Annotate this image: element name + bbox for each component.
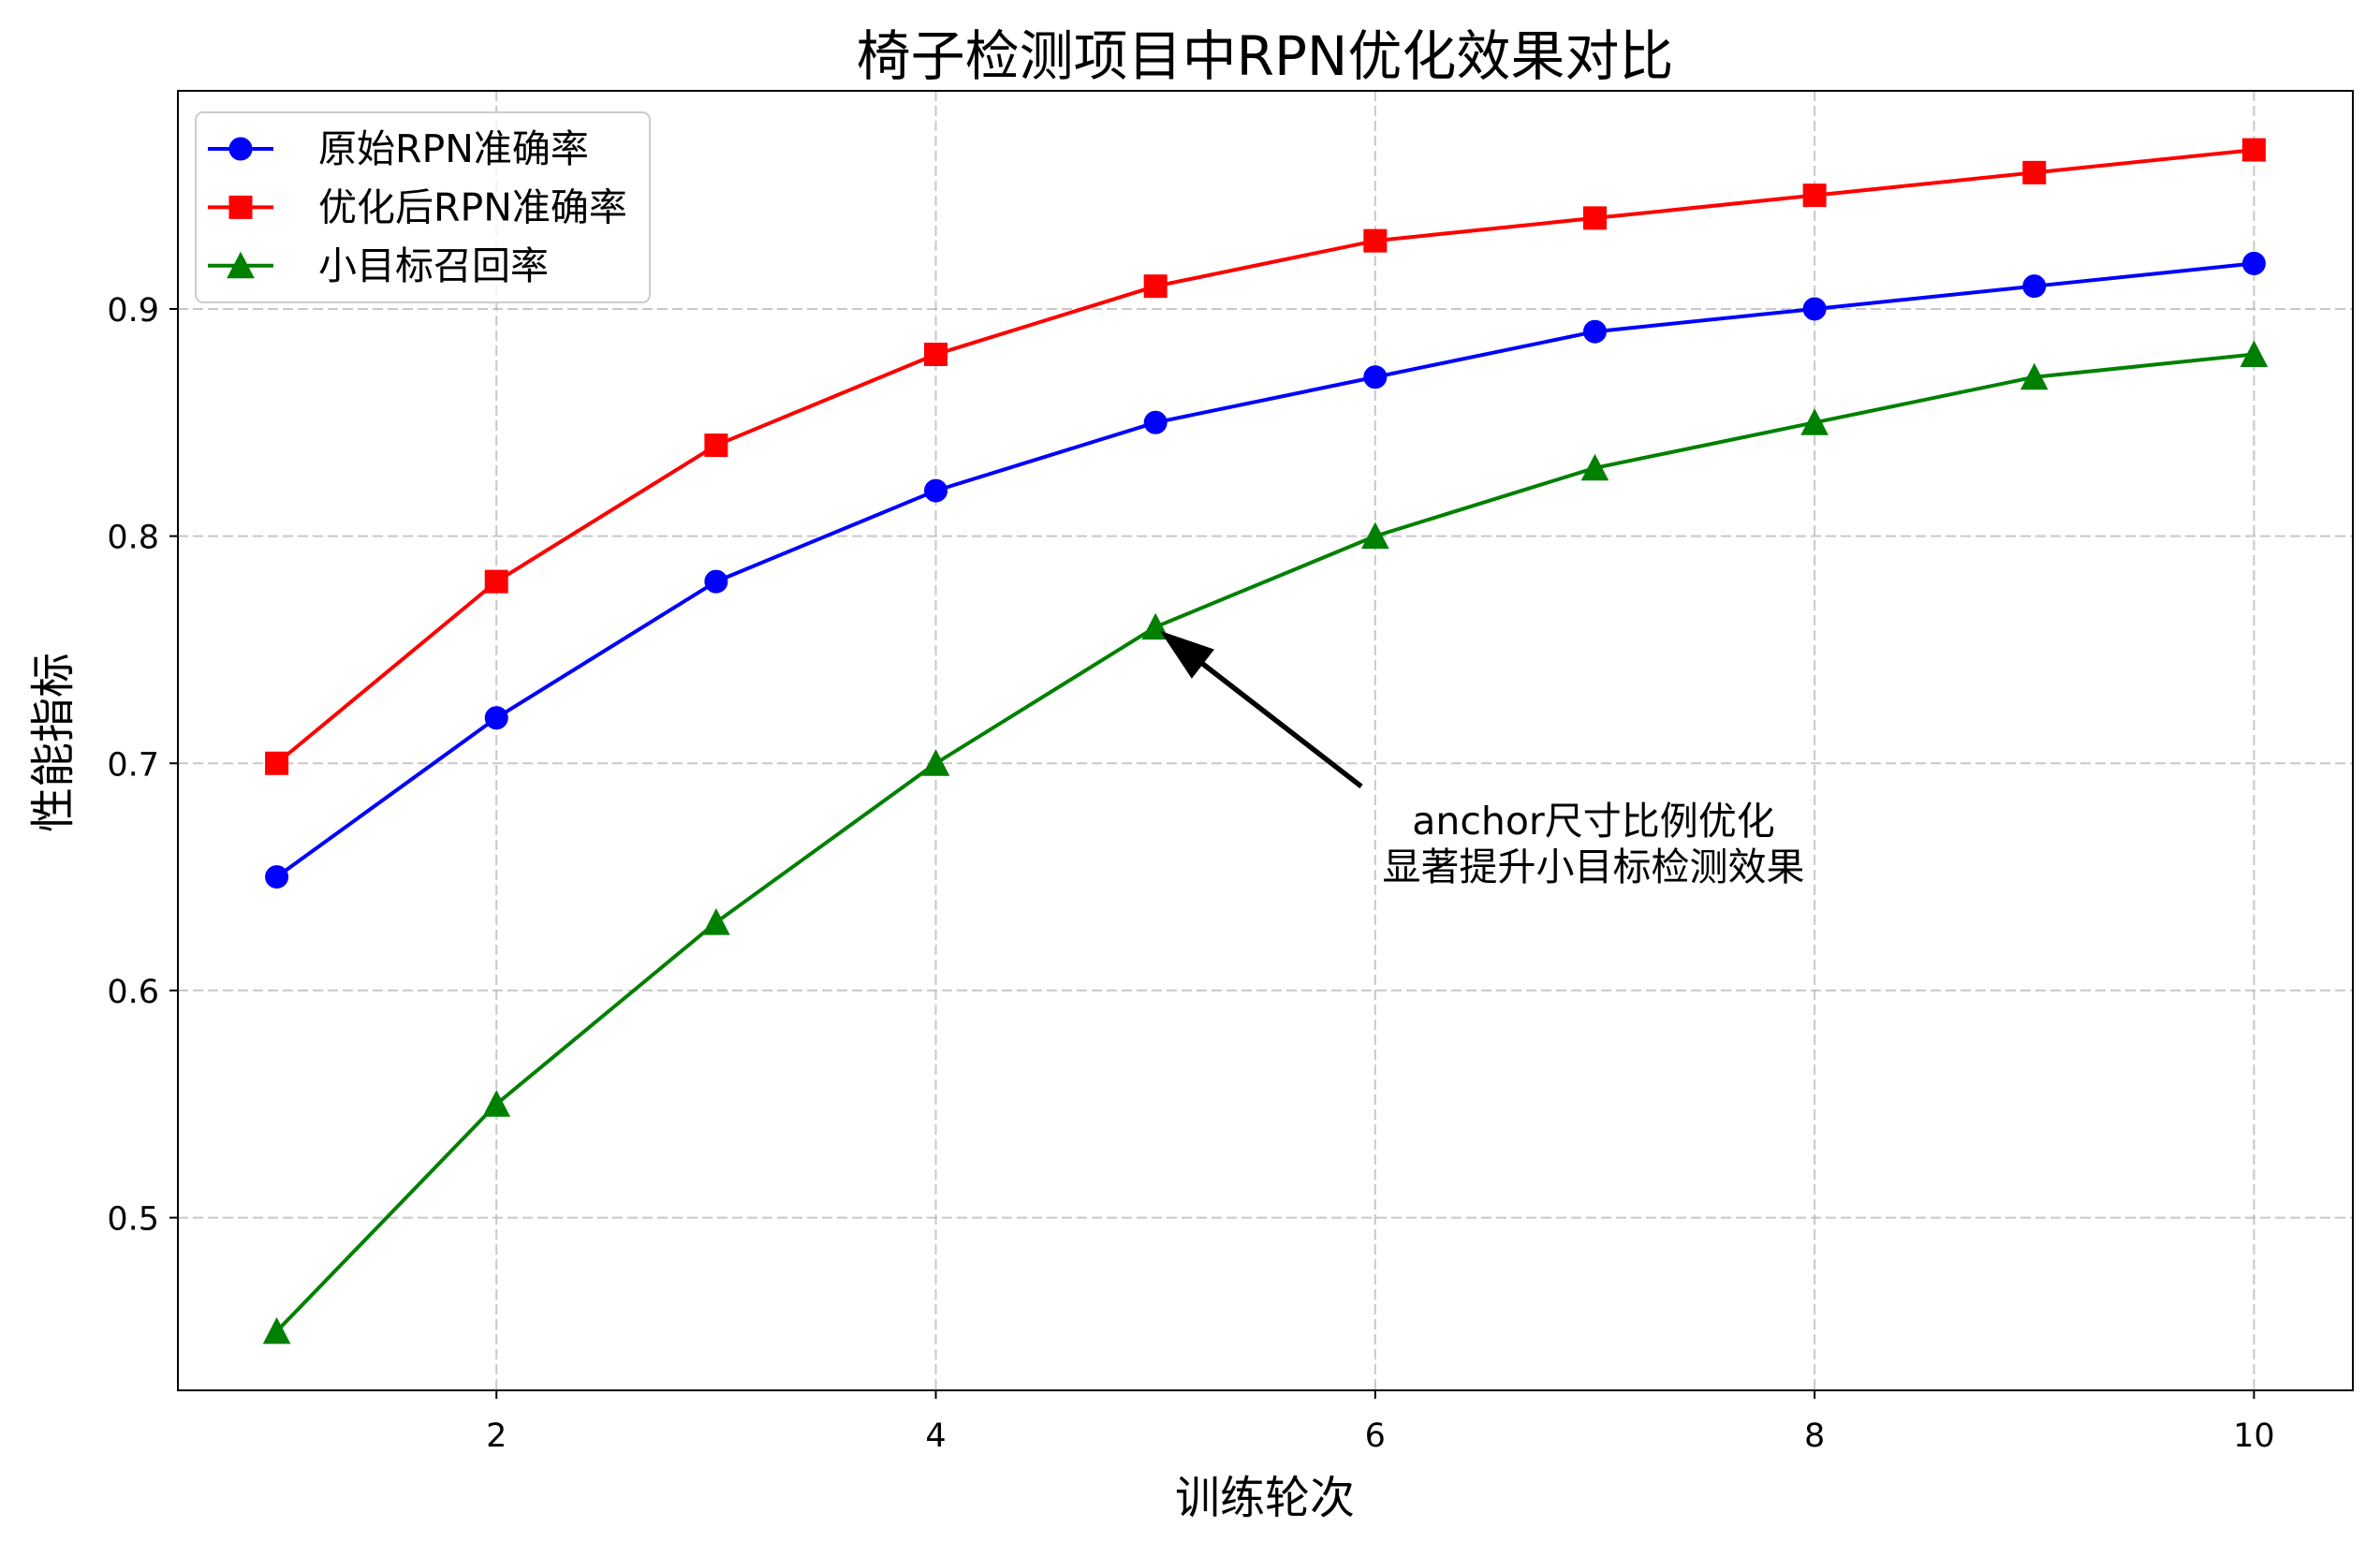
series-line-small-object-recall	[275, 352, 2255, 1333]
x-tick-label: 10	[2233, 1417, 2275, 1455]
legend-swatch-marker	[228, 137, 253, 161]
x-tick-label: 6	[1365, 1417, 1386, 1455]
data-point-small-object-recall	[921, 749, 950, 776]
legend-label: 原始RPN准确率	[318, 126, 589, 171]
data-point-original-rpn-accuracy	[265, 865, 289, 889]
series-small-object-recall	[262, 340, 2269, 1344]
data-point-small-object-recall	[702, 908, 730, 935]
axis-ticks: 2 4 6 8 10 0.5 0.6 0.7 0.8 0.9	[107, 292, 2274, 1455]
data-point-original-rpn-accuracy	[704, 569, 728, 594]
y-axis-label: 性能指标	[27, 653, 80, 832]
data-point-optimized-rpn-accuracy	[265, 751, 289, 775]
series-line-optimized-rpn-accuracy	[275, 148, 2255, 765]
legend-item-small-object-recall: 小目标召回率	[208, 243, 549, 288]
series-original-rpn-accuracy	[265, 251, 2266, 889]
data-point-original-rpn-accuracy	[484, 706, 508, 730]
annotation: anchor尺寸比例优化 显著提升小目标检测效果	[1159, 630, 1805, 889]
data-point-small-object-recall	[2020, 362, 2049, 390]
data-point-original-rpn-accuracy	[1143, 410, 1168, 434]
x-axis-label: 训练轮次	[1175, 1472, 1355, 1524]
legend-label: 优化后RPN准确率	[318, 184, 627, 229]
x-tick-label: 2	[486, 1417, 507, 1455]
data-point-optimized-rpn-accuracy	[2241, 138, 2266, 162]
annotation-text-line-2: 显著提升小目标检测效果	[1383, 845, 1805, 889]
data-point-small-object-recall	[1800, 408, 1829, 435]
data-point-small-object-recall	[1580, 453, 1609, 481]
annotation-arrow-head	[1159, 630, 1214, 679]
data-point-optimized-rpn-accuracy	[1802, 184, 1827, 208]
legend-swatch-marker	[227, 251, 255, 279]
legend-frame	[195, 111, 651, 303]
data-point-original-rpn-accuracy	[1582, 319, 1607, 344]
annotation-arrow-shaft	[1200, 661, 1363, 789]
data-point-original-rpn-accuracy	[2022, 274, 2047, 299]
series-line-original-rpn-accuracy	[275, 261, 2255, 879]
annotation-text-line-1: anchor尺寸比例优化	[1412, 799, 1775, 844]
data-point-original-rpn-accuracy	[924, 478, 948, 503]
legend-label: 小目标召回率	[318, 243, 549, 288]
series-optimized-rpn-accuracy	[265, 138, 2266, 775]
y-tick-label: 0.9	[107, 292, 159, 330]
data-point-optimized-rpn-accuracy	[924, 342, 948, 366]
y-tick-label: 0.8	[107, 520, 159, 557]
series-layer	[262, 138, 2269, 1344]
data-point-optimized-rpn-accuracy	[1143, 274, 1168, 299]
y-tick-label: 0.5	[107, 1201, 159, 1239]
x-tick-label: 8	[1804, 1417, 1825, 1455]
data-point-optimized-rpn-accuracy	[1582, 206, 1607, 230]
chart-title: 椅子检测项目中RPN优化效果对比	[857, 24, 1674, 88]
data-point-optimized-rpn-accuracy	[1363, 228, 1388, 253]
data-point-small-object-recall	[2240, 340, 2269, 367]
data-point-optimized-rpn-accuracy	[2022, 160, 2047, 184]
data-point-small-object-recall	[1361, 521, 1389, 550]
data-point-original-rpn-accuracy	[2241, 251, 2266, 275]
y-tick-label: 0.7	[107, 746, 159, 784]
data-point-original-rpn-accuracy	[1363, 365, 1388, 389]
data-point-small-object-recall	[262, 1316, 291, 1344]
legend-swatch-marker	[228, 195, 253, 219]
y-tick-label: 0.6	[107, 974, 159, 1011]
data-point-original-rpn-accuracy	[1802, 297, 1827, 321]
x-tick-label: 4	[925, 1417, 946, 1455]
legend-item-optimized-rpn-accuracy: 优化后RPN准确率	[208, 184, 627, 229]
plot-frame	[177, 90, 2354, 1391]
data-point-optimized-rpn-accuracy	[484, 569, 508, 594]
data-point-small-object-recall	[482, 1090, 511, 1117]
legend-item-original-rpn-accuracy: 原始RPN准确率	[208, 126, 589, 171]
data-point-optimized-rpn-accuracy	[704, 433, 728, 458]
